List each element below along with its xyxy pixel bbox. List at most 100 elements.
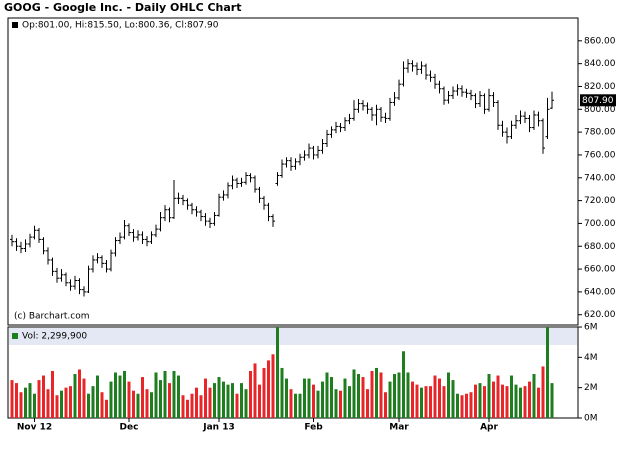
volume-bar <box>456 393 459 418</box>
volume-bar <box>483 386 486 418</box>
volume-bar <box>406 372 410 418</box>
volume-bar <box>154 372 158 418</box>
volume-bar <box>361 377 365 418</box>
volume-bar <box>276 327 279 418</box>
volume-bar <box>258 384 261 418</box>
volume-bar <box>172 370 176 418</box>
volume-bar <box>267 360 270 418</box>
volume-bar <box>397 372 401 418</box>
volume-bar <box>357 374 360 418</box>
credit: (c) Barchart.com <box>14 312 90 322</box>
volume-bar <box>537 387 540 418</box>
volume-bar <box>217 377 221 418</box>
volume-bar <box>496 375 500 418</box>
volume-bar <box>123 370 126 418</box>
volume-bar <box>370 370 374 418</box>
volume-bar <box>442 386 446 418</box>
volume-bar <box>15 383 18 418</box>
volume-bar <box>19 392 23 418</box>
volume-bar <box>24 387 27 418</box>
volume-bar <box>244 389 248 418</box>
volume-bar <box>514 384 518 418</box>
volume-bar <box>375 367 378 418</box>
volume-y-tick-label: 2M <box>584 383 598 393</box>
volume-bar <box>195 387 198 418</box>
volume-bar <box>465 393 468 418</box>
volume-bar <box>424 386 428 418</box>
volume-bar <box>519 387 522 418</box>
volume-bar <box>510 375 513 418</box>
y-tick-label: 780.00 <box>584 128 616 138</box>
y-tick-label: 760.00 <box>584 150 616 160</box>
volume-bar <box>69 386 72 418</box>
x-tick-label: Dec <box>120 423 139 433</box>
volume-bar <box>384 392 387 418</box>
volume-bar <box>222 381 225 418</box>
x-tick-label: Apr <box>480 423 498 433</box>
volume-bar <box>352 369 356 418</box>
volume-bar <box>325 372 329 418</box>
volume-bar <box>550 383 554 418</box>
x-tick-label: Nov 12 <box>17 423 52 433</box>
volume-bar <box>339 390 342 418</box>
volume-bar <box>447 372 450 418</box>
volume-bar <box>316 390 320 418</box>
volume-bar <box>262 367 266 418</box>
volume-bar <box>492 381 495 418</box>
volume-bar <box>474 384 477 418</box>
volume-bar <box>100 392 104 418</box>
volume-bar <box>271 354 275 418</box>
y-tick-label: 720.00 <box>584 196 616 206</box>
y-tick-label: 680.00 <box>584 242 616 252</box>
volume-legend: Vol: 2,299,900 <box>22 332 87 342</box>
volume-bar <box>127 381 131 418</box>
last-price-box <box>580 94 616 107</box>
volume-bar <box>64 387 68 418</box>
volume-bar <box>294 393 297 418</box>
volume-bar <box>411 381 414 418</box>
volume-bar <box>91 386 95 418</box>
volume-bar <box>51 370 54 418</box>
x-tick-label: Feb <box>304 423 323 433</box>
y-tick-label: 660.00 <box>584 265 616 275</box>
volume-bar <box>460 395 464 418</box>
volume-y-tick-label: 0M <box>584 414 598 424</box>
y-tick-label: 820.00 <box>584 82 616 92</box>
volume-bar <box>285 378 288 418</box>
volume-bar <box>348 386 351 418</box>
y-tick-label: 800.00 <box>584 105 616 115</box>
chart-title: GOOG - Google Inc. - Daily OHLC Chart <box>4 1 241 14</box>
y-tick-label: 740.00 <box>584 173 616 183</box>
volume-bar <box>289 389 293 418</box>
x-tick-label: Mar <box>389 423 409 433</box>
volume-bar <box>532 374 536 418</box>
volume-bar <box>208 387 212 418</box>
volume-bar <box>298 393 302 418</box>
volume-bar <box>546 327 549 418</box>
volume-bar <box>145 389 149 418</box>
volume-bar <box>343 378 347 418</box>
volume-bar <box>105 399 108 418</box>
volume-bar <box>190 393 194 418</box>
volume-y-tick-label: 4M <box>584 353 598 363</box>
volume-bar <box>78 369 81 418</box>
volume-bar <box>393 374 396 418</box>
volume-bar <box>177 375 180 418</box>
volume-bar <box>204 378 207 418</box>
volume-bar <box>186 399 189 418</box>
volume-bar <box>487 374 491 418</box>
volume-bar <box>73 374 77 418</box>
volume-bar <box>46 389 50 418</box>
volume-bar <box>303 378 306 418</box>
volume-header <box>9 328 577 345</box>
volume-bar <box>451 380 455 418</box>
y-tick-label: 640.00 <box>584 287 616 297</box>
volume-bar <box>159 380 162 418</box>
volume-bar <box>330 377 333 418</box>
volume-bar <box>199 395 203 418</box>
volume-bar <box>249 370 252 418</box>
volume-bar <box>420 387 423 418</box>
volume-bar <box>388 381 392 418</box>
volume-bar <box>253 363 257 418</box>
